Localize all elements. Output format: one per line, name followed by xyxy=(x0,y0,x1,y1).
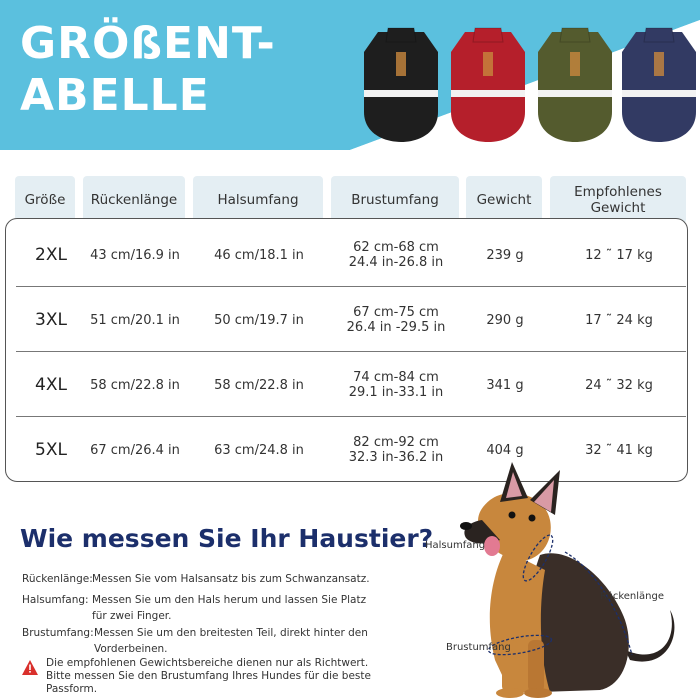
dog-measure-diagram xyxy=(460,462,675,698)
table-row: 4XL 58 cm/22.8 in 58 cm/22.8 in 74 cm-84 cm… xyxy=(6,353,686,417)
title-line-2: ABELLE xyxy=(20,70,210,121)
cell-rec: 24 ˜ 32 kg xyxy=(585,377,653,393)
cell-weight: 404 g xyxy=(486,442,524,458)
cell-weight: 239 g xyxy=(486,247,524,263)
warning-text: Die empfohlenen Gewichtsbereiche dienen … xyxy=(46,657,371,695)
cell-neck: 63 cm/24.8 in xyxy=(214,442,304,458)
table-row: 3XL 51 cm/20.1 in 50 cm/19.7 in 67 cm-75 cm… xyxy=(6,288,686,352)
label-back: Rückenlänge xyxy=(600,591,665,602)
cell-back: 67 cm/26.4 in xyxy=(90,442,180,458)
cell-size: 4XL xyxy=(35,374,67,395)
cell-weight: 341 g xyxy=(486,377,524,393)
green-jacket-icon xyxy=(538,27,612,142)
howto-title: Wie messen Sie Ihr Haustier? xyxy=(20,524,434,553)
label-neck: Halsumfang xyxy=(425,540,486,551)
header-size: Größe xyxy=(15,176,75,224)
row-divider xyxy=(16,351,686,352)
term-neck: Halsumfang: xyxy=(22,594,89,606)
table-row: 2XL 43 cm/16.9 in 46 cm/18.1 in 62 cm-68 cm… xyxy=(6,223,686,287)
red-jacket-image xyxy=(445,22,531,146)
size-table-body: 2XL 43 cm/16.9 in 46 cm/18.1 in 62 cm-68 cm… xyxy=(5,218,688,482)
text-back-length: Messen Sie vom Halsansatz bis zum Schwan… xyxy=(92,573,370,585)
dog-illustration: Halsumfang Rückenlänge Brustumfang xyxy=(420,460,700,700)
cell-chest-in: 29.1 in-33.1 in xyxy=(348,385,444,400)
text-chest: Messen Sie um den breitesten Teil, direk… xyxy=(94,627,368,655)
term-chest: Brustumfang: xyxy=(22,627,94,639)
header-neck: Halsumfang xyxy=(193,176,323,224)
cell-neck: 50 cm/19.7 in xyxy=(214,312,304,328)
cell-chest: 67 cm-75 cm 26.4 in -29.5 in xyxy=(332,288,460,352)
page-title: GRÖßENT- ABELLE xyxy=(20,18,276,122)
desc-back-length: Rückenlänge: Messen Sie vom Halsansatz b… xyxy=(22,571,370,587)
term-back-length: Rückenlänge: xyxy=(22,573,93,585)
label-chest: Brustumfang xyxy=(446,642,511,653)
desc-chest: Brustumfang: Messen Sie um den breiteste… xyxy=(22,625,368,657)
title-line-1: GRÖßENT- xyxy=(20,18,276,69)
cell-neck: 58 cm/22.8 in xyxy=(214,377,304,393)
cell-size: 5XL xyxy=(35,439,67,460)
cell-back: 43 cm/16.9 in xyxy=(90,247,180,263)
blue-jacket-icon xyxy=(622,27,696,142)
cell-chest-in: 26.4 in -29.5 in xyxy=(346,320,446,335)
cell-chest-cm: 82 cm-92 cm xyxy=(353,435,439,450)
cell-chest-in: 24.4 in-26.8 in xyxy=(348,255,444,270)
warning-icon xyxy=(22,660,38,675)
blue-jacket-image xyxy=(616,22,700,146)
cell-chest: 82 cm-92 cm 32.3 in-36.2 in xyxy=(332,418,460,482)
desc-neck: Halsumfang: Messen Sie um den Hals herum… xyxy=(22,592,366,624)
text-neck: Messen Sie um den Hals herum und lassen … xyxy=(92,594,367,622)
cell-chest-cm: 74 cm-84 cm xyxy=(353,370,439,385)
row-divider xyxy=(16,416,686,417)
cell-back: 58 cm/22.8 in xyxy=(90,377,180,393)
header-weight: Gewicht xyxy=(466,176,542,224)
header-back-length: Rückenlänge xyxy=(83,176,185,224)
row-divider xyxy=(16,286,686,287)
cell-rec: 32 ˜ 41 kg xyxy=(585,442,653,458)
size-table-header: Größe Rückenlänge Halsumfang Brustumfang… xyxy=(0,176,700,224)
header-recommended-weight: Empfohlenes Gewicht xyxy=(550,176,686,224)
green-jacket-image xyxy=(532,22,618,146)
cell-rec: 17 ˜ 24 kg xyxy=(585,312,653,328)
cell-neck: 46 cm/18.1 in xyxy=(214,247,304,263)
black-jacket-image xyxy=(358,22,444,146)
cell-chest: 74 cm-84 cm 29.1 in-33.1 in xyxy=(332,353,460,417)
cell-chest-in: 32.3 in-36.2 in xyxy=(348,450,444,465)
cell-chest-cm: 67 cm-75 cm xyxy=(353,305,439,320)
cell-chest-cm: 62 cm-68 cm xyxy=(353,240,439,255)
header-chest: Brustumfang xyxy=(331,176,459,224)
cell-size: 2XL xyxy=(35,244,67,265)
cell-size: 3XL xyxy=(35,309,67,330)
cell-rec: 12 ˜ 17 kg xyxy=(585,247,653,263)
table-row: 5XL 67 cm/26.4 in 63 cm/24.8 in 82 cm-92 cm… xyxy=(6,418,686,482)
cell-chest: 62 cm-68 cm 24.4 in-26.8 in xyxy=(332,223,460,287)
red-jacket-icon xyxy=(451,27,525,142)
black-jacket-icon xyxy=(364,27,438,142)
cell-weight: 290 g xyxy=(486,312,524,328)
cell-back: 51 cm/20.1 in xyxy=(90,312,180,328)
